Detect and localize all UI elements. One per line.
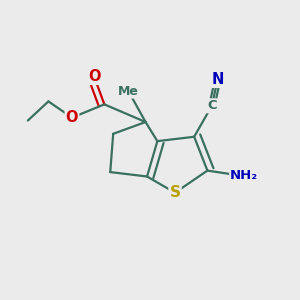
Text: O: O [88, 69, 100, 84]
Text: S: S [169, 185, 181, 200]
Text: NH₂: NH₂ [230, 169, 258, 182]
Text: Me: Me [118, 85, 138, 98]
Text: O: O [66, 110, 78, 125]
Text: C: C [207, 99, 217, 112]
Text: N: N [212, 72, 224, 87]
